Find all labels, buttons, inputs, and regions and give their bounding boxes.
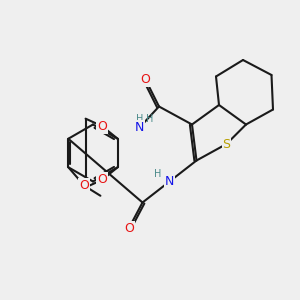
Text: N: N [165, 175, 174, 188]
Text: O: O [124, 221, 134, 235]
Text: O: O [79, 179, 89, 192]
Text: O: O [97, 120, 107, 133]
Text: O: O [97, 173, 107, 186]
Text: H: H [146, 114, 153, 124]
Text: N: N [135, 121, 144, 134]
Text: H: H [136, 113, 143, 124]
Text: S: S [223, 137, 230, 151]
Text: O: O [141, 73, 150, 86]
Text: H: H [154, 169, 162, 179]
